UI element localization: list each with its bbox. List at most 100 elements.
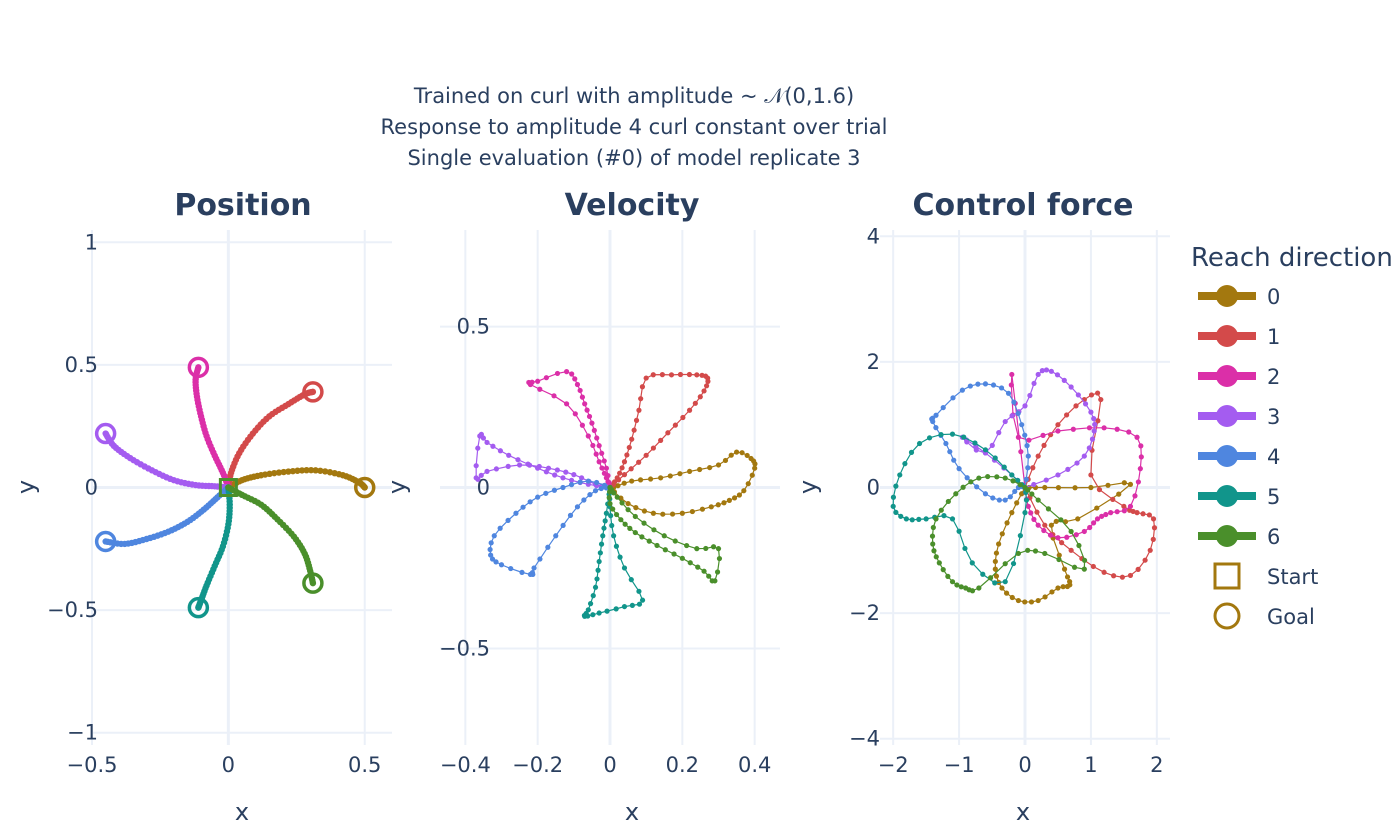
data-point	[1070, 426, 1076, 432]
data-point	[309, 388, 317, 396]
data-point	[989, 442, 995, 448]
data-point	[1076, 542, 1082, 549]
data-point	[636, 407, 642, 413]
series-2	[187, 356, 232, 491]
data-point	[708, 504, 714, 510]
data-point	[968, 479, 974, 485]
data-point	[615, 483, 621, 489]
data-point	[489, 556, 496, 562]
data-point	[1047, 532, 1054, 538]
data-point	[1132, 493, 1138, 499]
x-axis-label-position: x	[235, 798, 249, 826]
data-point	[716, 555, 723, 562]
data-point	[629, 478, 635, 484]
panel-title-control-force: Control force	[912, 188, 1133, 223]
data-point	[1072, 485, 1078, 491]
data-point	[505, 463, 511, 469]
data-point	[1009, 594, 1015, 601]
data-point	[658, 437, 664, 444]
data-point	[916, 440, 923, 447]
data-point	[1074, 460, 1080, 466]
legend-item-1[interactable]: 1	[1198, 325, 1280, 349]
legend-item-3[interactable]: 3	[1198, 405, 1280, 429]
data-point	[1147, 547, 1153, 553]
data-point	[1041, 527, 1047, 534]
legend-item-4[interactable]: 4	[1198, 445, 1280, 469]
data-point	[694, 372, 700, 378]
data-point	[632, 529, 638, 536]
data-point	[275, 469, 283, 476]
goal-marker	[94, 422, 117, 445]
data-point	[1058, 517, 1064, 523]
data-point	[1081, 557, 1088, 563]
data-point	[1111, 573, 1117, 579]
data-point	[1023, 497, 1030, 503]
data-point	[1114, 426, 1120, 432]
data-point	[1048, 522, 1054, 528]
data-point	[515, 457, 521, 463]
series-6	[225, 484, 324, 594]
data-point	[1134, 434, 1140, 440]
data-point	[593, 451, 599, 457]
data-point	[967, 383, 973, 389]
legend-item-goal[interactable]: Goal	[1213, 602, 1315, 630]
data-point	[1121, 503, 1127, 509]
x-tick-label: −0.4	[440, 753, 491, 777]
data-point	[493, 466, 499, 472]
data-point	[938, 507, 944, 513]
data-point	[621, 603, 628, 610]
velocity-panel: Velocity x y −0.4 −0.2 0 0.2 0.4 −0.5 0 0.5	[383, 188, 780, 826]
data-point	[578, 475, 585, 481]
title-line-2: Response to amplitude 4 curl constant ov…	[381, 115, 888, 139]
data-point	[484, 468, 490, 475]
data-point	[600, 533, 606, 539]
data-point	[636, 459, 642, 465]
x-tick-label: 0.4	[738, 753, 771, 777]
data-point	[1126, 429, 1132, 435]
data-point	[1043, 367, 1050, 373]
data-point	[484, 439, 490, 446]
legend-item-0[interactable]: 0	[1198, 285, 1280, 309]
data-point	[741, 488, 747, 494]
data-point	[694, 546, 700, 552]
x-tick-label: 0.2	[666, 753, 699, 777]
data-point	[609, 522, 615, 529]
y-tick-label: 2	[867, 350, 880, 374]
data-point	[1127, 503, 1134, 509]
legend-label: 0	[1267, 285, 1280, 309]
data-point	[643, 375, 649, 381]
data-point	[739, 450, 745, 456]
y-tick-label: 0	[477, 476, 490, 500]
data-point	[672, 422, 678, 428]
legend-label: Goal	[1267, 605, 1315, 629]
data-point	[505, 517, 511, 524]
x-tick-label: 2	[1150, 753, 1163, 777]
series-5	[581, 484, 646, 619]
data-point	[1127, 572, 1134, 579]
legend-item-5[interactable]: 5	[1198, 485, 1280, 509]
data-point	[309, 579, 317, 587]
data-point	[1009, 472, 1015, 478]
legend: Reach direction 0 1 2 3 4 5 6 Start Goal	[1191, 243, 1393, 630]
data-point	[567, 512, 574, 518]
data-point	[1039, 368, 1045, 374]
data-point	[996, 497, 1002, 503]
data-point	[1146, 512, 1152, 518]
data-point	[513, 510, 519, 516]
data-point	[571, 472, 577, 478]
legend-item-2[interactable]: 2	[1198, 365, 1280, 389]
legend-item-start[interactable]: Start	[1213, 562, 1318, 590]
data-point	[611, 533, 617, 539]
data-point	[1018, 449, 1024, 455]
data-point	[617, 554, 623, 560]
data-point	[976, 475, 982, 481]
data-point	[1035, 522, 1041, 528]
data-point	[715, 546, 722, 552]
data-point	[916, 516, 922, 522]
data-point	[668, 372, 675, 378]
data-point	[614, 475, 620, 481]
data-point	[1090, 520, 1097, 526]
legend-item-6[interactable]: 6	[1198, 525, 1280, 549]
data-point	[271, 469, 278, 477]
